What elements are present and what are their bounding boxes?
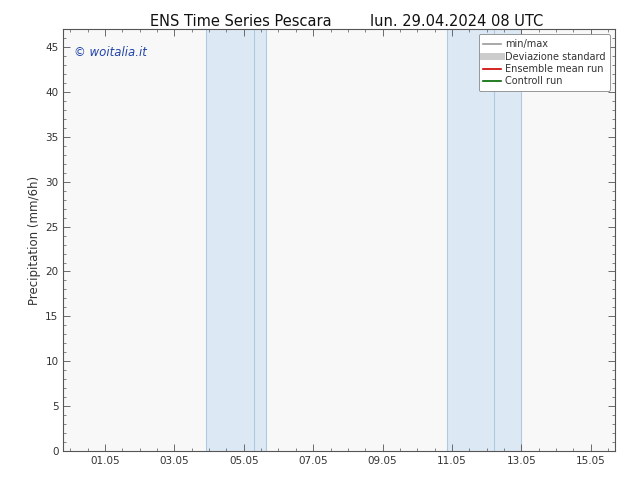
Text: © woitalia.it: © woitalia.it (74, 46, 147, 59)
Bar (205, 29, 266, 451)
Y-axis label: Precipitation (mm/6h): Precipitation (mm/6h) (28, 175, 41, 305)
Text: lun. 29.04.2024 08 UTC: lun. 29.04.2024 08 UTC (370, 14, 543, 29)
Text: ENS Time Series Pescara: ENS Time Series Pescara (150, 14, 332, 29)
Bar (447, 29, 521, 451)
Legend: min/max, Deviazione standard, Ensemble mean run, Controll run: min/max, Deviazione standard, Ensemble m… (479, 34, 610, 91)
